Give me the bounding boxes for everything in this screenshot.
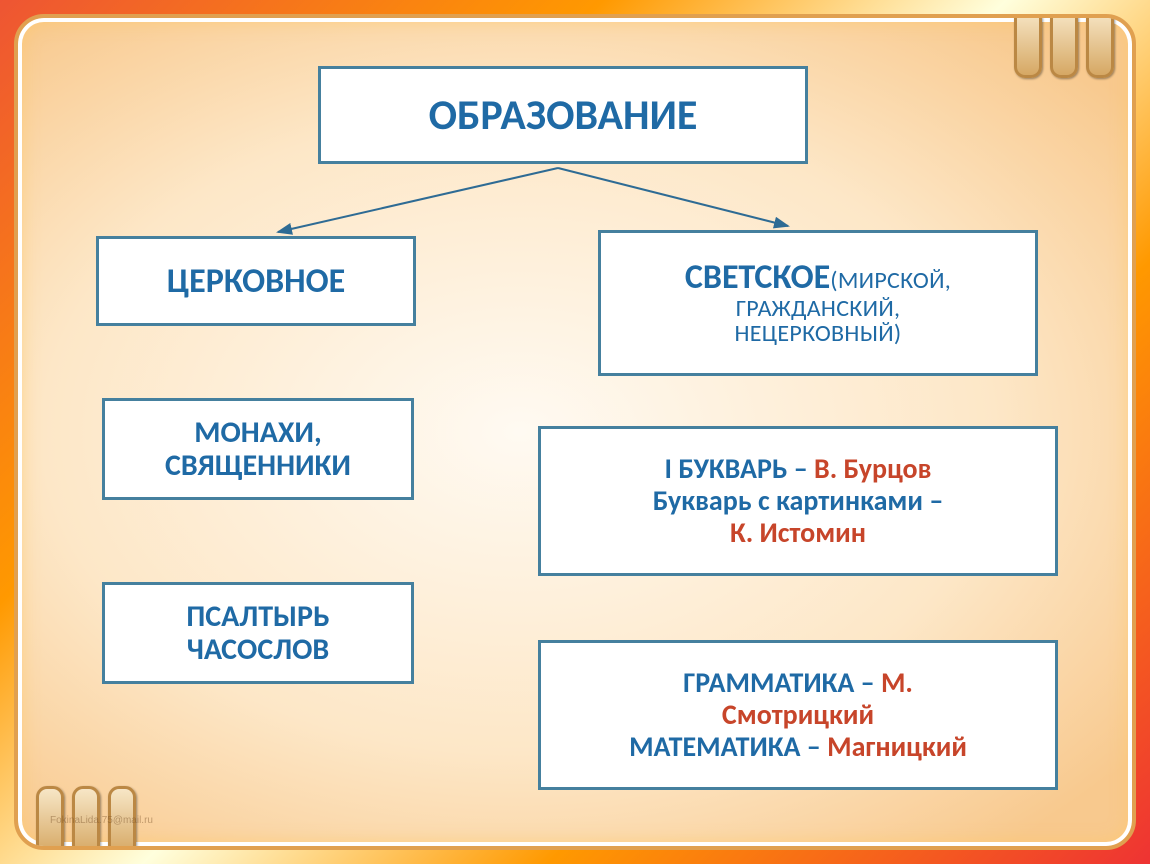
paperclip-icon xyxy=(1014,14,1042,78)
bukvar-line1: I БУКВАРЬ – В. Бурцов xyxy=(665,453,932,485)
arrow-to-church xyxy=(278,168,558,232)
arrow-to-secular xyxy=(558,168,788,226)
leaf-monks-line1: МОНАХИ, xyxy=(194,416,321,449)
bukvar-l1-blue: I БУКВАРЬ – xyxy=(665,451,814,486)
leaf-psalter: ПСАЛТЫРЬ ЧАСОСЛОВ xyxy=(102,582,414,684)
paperclip-icon xyxy=(1050,14,1078,78)
root-node-education: ОБРАЗОВАНИЕ xyxy=(318,66,808,164)
paperclip-icon xyxy=(1086,14,1114,78)
grammar-line2: Смотрицкий xyxy=(722,699,874,731)
root-node-label: ОБРАЗОВАНИЕ xyxy=(429,90,698,141)
leaf-psalter-line1: ПСАЛТЫРЬ xyxy=(186,600,329,633)
branch-secular-sub3: НЕЦЕРКОВНЫЙ) xyxy=(734,321,901,346)
grammar-line3: МАТЕМАТИКА – Магницкий xyxy=(629,731,967,763)
leaf-grammar: ГРАММАТИКА – М. Смотрицкий МАТЕМАТИКА – … xyxy=(538,640,1058,790)
branch-secular-main: СВЕТСКОЕ xyxy=(685,257,830,298)
grammar-l3-blue: МАТЕМАТИКА – xyxy=(629,729,827,764)
leaf-bukvar: I БУКВАРЬ – В. Бурцов Букварь с картинка… xyxy=(538,426,1058,576)
bukvar-l1-red: В. Бурцов xyxy=(814,451,931,486)
watermark-text: FokinaLida.75@mail.ru xyxy=(50,815,153,826)
bukvar-line3: К. Истомин xyxy=(730,517,866,549)
slide-outer-frame: ОБРАЗОВАНИЕ ЦЕРКОВНОЕ СВЕТСКОЕ(МИРСКОЙ, … xyxy=(0,0,1150,864)
bukvar-line2: Букварь с картинками – xyxy=(653,485,944,517)
leaf-monks-line2: СВЯЩЕННИКИ xyxy=(165,449,351,482)
branch-church: ЦЕРКОВНОЕ xyxy=(96,236,416,326)
branch-secular-sub2: ГРАЖДАНСКИЙ, xyxy=(736,296,901,321)
branch-secular-line1: СВЕТСКОЕ(МИРСКОЙ, xyxy=(685,260,951,296)
leaf-monks: МОНАХИ, СВЯЩЕННИКИ xyxy=(102,398,414,500)
branch-church-label: ЦЕРКОВНОЕ xyxy=(167,261,345,302)
branch-secular-sub1: (МИРСКОЙ, xyxy=(830,266,951,295)
paperclip-decor-top xyxy=(1014,14,1114,78)
leaf-psalter-line2: ЧАСОСЛОВ xyxy=(187,633,329,666)
grammar-line1: ГРАММАТИКА – М. xyxy=(683,667,913,699)
grammar-l1-blue: ГРАММАТИКА – xyxy=(683,665,881,700)
slide-inner-frame: ОБРАЗОВАНИЕ ЦЕРКОВНОЕ СВЕТСКОЕ(МИРСКОЙ, … xyxy=(14,14,1136,850)
grammar-l3-red: Магницкий xyxy=(827,729,967,764)
branch-secular: СВЕТСКОЕ(МИРСКОЙ, ГРАЖДАНСКИЙ, НЕЦЕРКОВН… xyxy=(598,230,1038,376)
grammar-l1-red: М. xyxy=(881,665,913,700)
